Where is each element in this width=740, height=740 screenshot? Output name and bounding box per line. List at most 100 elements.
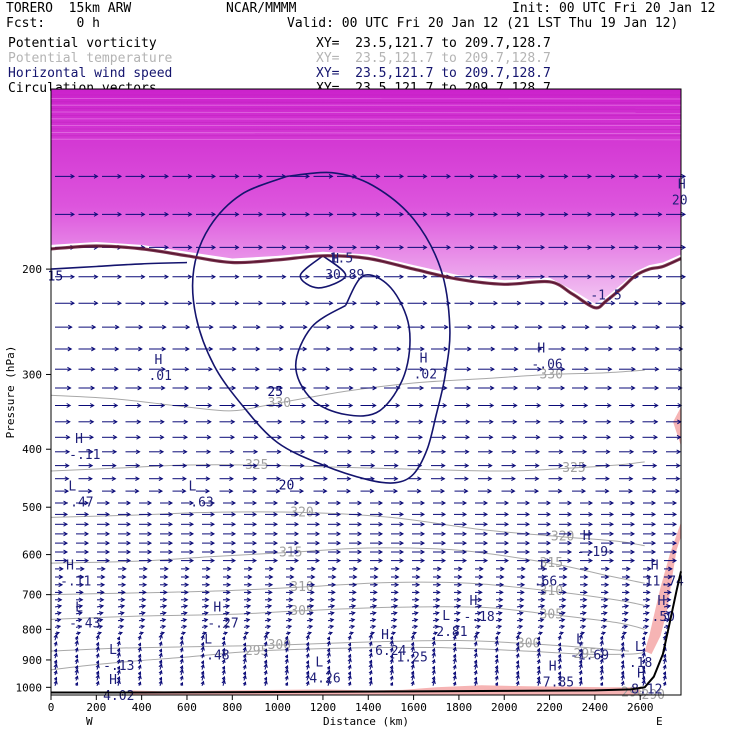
circulation-vector-head [203,611,209,616]
extremum-marker: H [420,351,428,366]
circulation-vector-head [378,512,384,517]
circulation-vector-head [200,674,205,679]
circulation-vector-head [630,385,636,391]
circulation-vector-head [662,664,667,669]
extremum-marker: H [637,666,645,681]
extremum-marker: L [75,601,83,616]
circulation-vector-head [455,618,461,623]
x-tick-label: 1400 [355,701,382,714]
circulation-vector-head [537,346,543,352]
circulation-vector-head [224,611,230,616]
circulation-vector-head [329,624,335,629]
circulation-vector-head [307,631,312,636]
circulation-vector-head [70,174,76,179]
extremum-value: -.11 [69,448,100,463]
circulation-vector-head [99,604,105,609]
circulation-vector-head [536,675,541,680]
circulation-vector-head [158,641,163,646]
extremum-marker: H [537,341,545,356]
circulation-vector-head [179,647,184,652]
circulation-vector-head [95,660,100,664]
circulation-vector-head [473,648,478,653]
circulation-vector-head [299,463,305,468]
circulation-vector-head [681,174,687,179]
x-tick-label: 2000 [491,701,518,714]
extremum-marker: H [154,353,162,368]
circulation-vector-head [80,566,85,572]
circulation-vector-head [457,590,462,595]
circulation-vector-head [352,574,358,580]
circulation-vector-head [329,611,335,616]
circulation-vector-head [469,245,475,250]
circulation-vector-head [205,582,211,588]
circulation-vector-head [189,549,195,555]
circulation-vector-head [483,512,489,517]
circulation-vector-head [93,174,99,179]
extremum-marker: H [583,529,591,544]
circulation-vector-head [605,449,611,455]
circulation-vector-head [119,611,125,616]
circulation-vector-head [347,635,352,640]
circulation-vector-head [135,476,140,482]
circulation-vector-head [539,611,545,616]
circulation-vector-head [516,211,522,217]
circulation-vector-head [231,521,237,527]
circulation-vector-head [441,540,447,546]
circulation-vector-head [587,245,593,250]
shading-layer [50,89,682,695]
circulation-vector-head [534,463,540,468]
circulation-vector-head [347,671,352,675]
extremum-marker: H [469,594,477,609]
circulation-vector-head [583,403,589,408]
circulation-vector-head [126,500,132,506]
circulation-vector-head [609,512,615,517]
circulation-vector-head [500,566,505,572]
circulation-vector-head [225,597,231,603]
circulation-vector-head [63,540,69,546]
circulation-vector-head [126,521,132,527]
circulation-vector-head [105,531,111,537]
circulation-vector-head [641,651,646,657]
circulation-vector-head [373,590,378,595]
circulation-vector-head [457,582,463,588]
circulation-vector-head [252,512,258,517]
circulation-vector-head [84,549,90,555]
circulation-vector-head [496,631,501,636]
circulation-vector-head [163,574,169,580]
circulation-vector-head [228,488,234,494]
x-tick-label: 200 [86,701,106,714]
circulation-vector-head [273,540,279,546]
circulation-vector-head [399,245,405,250]
circulation-vector-head [441,500,447,506]
pv-shading-streak [50,138,682,141]
circulation-vector-head [371,611,377,616]
circulation-vector-head [74,647,79,652]
circulation-vector-head [412,631,417,636]
circulation-vector-head [244,631,249,636]
circulation-vector-head [584,566,589,572]
circulation-vector-head [395,419,400,425]
circulation-vector-head [287,611,293,616]
circulation-vector-head [210,521,216,527]
west-label: W [86,715,93,728]
circulation-vector-head [120,604,126,609]
circulation-vector-head [67,324,73,330]
circulation-vector-head [420,346,425,352]
circulation-vector-head [488,434,494,440]
circulation-vector-head [246,597,252,603]
circulation-vector-head [458,566,463,572]
circulation-vector-head [336,531,342,537]
circulation-vector-head [326,665,331,670]
circulation-vector-head [66,385,72,391]
circulation-vector-head [210,531,216,537]
circulation-vector-head [164,300,170,306]
circulation-vector-head [557,657,562,663]
circulation-vector-head [268,582,274,588]
circulation-vector-head [535,449,541,455]
circulation-vector-head [221,675,226,680]
circulation-vector-head [678,324,684,330]
circulation-vector-head [179,668,184,674]
extremum-value: -.13 [103,659,134,674]
circulation-vector-head [519,604,525,609]
circulation-vector-head [563,174,569,179]
